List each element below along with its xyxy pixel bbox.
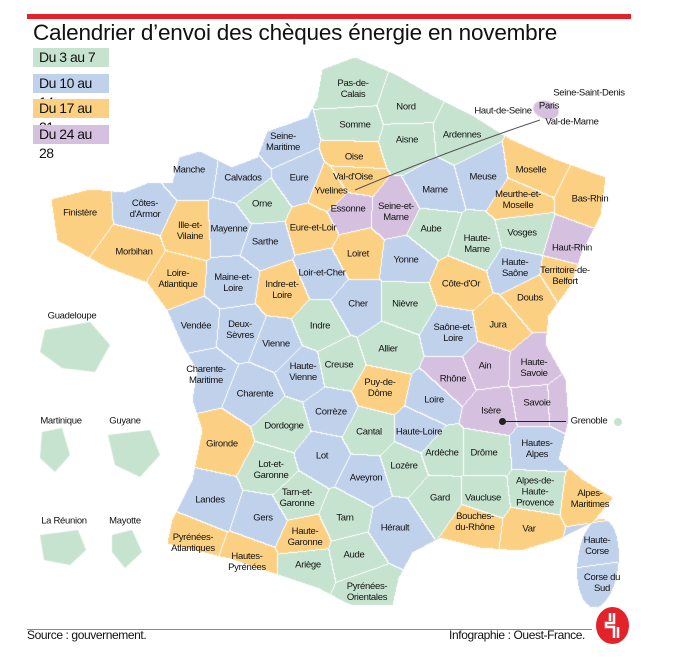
grenoble-leader-line	[502, 421, 566, 422]
legend-item-period-4: Du 24 au 28	[33, 125, 109, 161]
grenoble-marker	[499, 418, 506, 425]
ouest-france-logo	[596, 607, 629, 644]
legend-item-period-2: Du 10 au 14	[33, 74, 109, 110]
legend-item-period-1: Du 3 au 7	[33, 48, 109, 67]
city-label-grenoble: Grenoble	[570, 415, 608, 427]
grenoble-dot-icon	[614, 418, 622, 426]
page-title: Calendrier d’envoi des chèques énergie e…	[33, 20, 558, 45]
source-text: Source : gouvernement.	[27, 628, 147, 642]
top-accent-bar	[27, 14, 631, 19]
footer-divider	[27, 629, 592, 630]
legend-item-period-3: Du 17 au 21	[33, 99, 109, 135]
credit-text: Infographie : Ouest-France.	[449, 628, 585, 642]
